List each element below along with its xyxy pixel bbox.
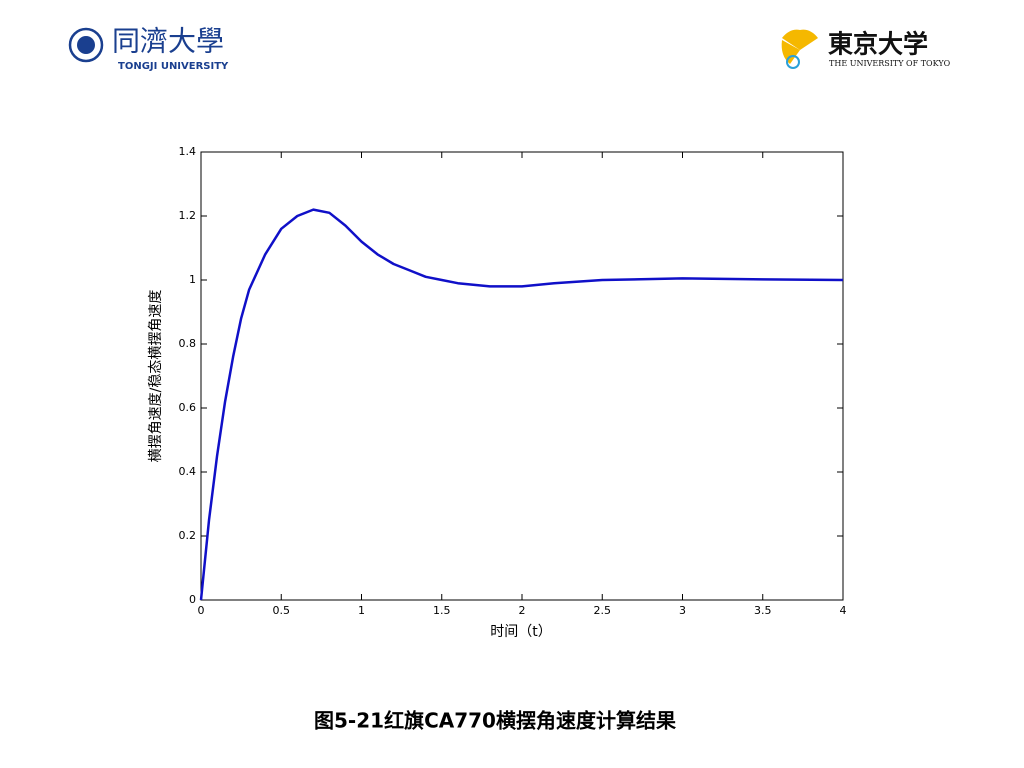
x-tick-label: 3.5 bbox=[754, 604, 772, 617]
x-tick-label: 4 bbox=[840, 604, 847, 617]
line-series bbox=[199, 208, 844, 601]
y-tick-label: 0.8 bbox=[179, 337, 197, 350]
seal-core bbox=[77, 36, 95, 54]
x-tick-label: 2.5 bbox=[594, 604, 612, 617]
tongji-name: 同濟大學 bbox=[112, 25, 224, 58]
x-tick-label: 0 bbox=[198, 604, 205, 617]
x-tick-label: 0.5 bbox=[273, 604, 291, 617]
x-tick-label: 1.5 bbox=[433, 604, 451, 617]
ginkgo-ring bbox=[786, 55, 800, 69]
tongji-logo: 同濟大學 TONGJI UNIVERSITY bbox=[68, 25, 229, 72]
x-tick-label: 3 bbox=[679, 604, 686, 617]
y-tick-label: 1.2 bbox=[179, 209, 197, 222]
tongji-sub: TONGJI UNIVERSITY bbox=[118, 61, 229, 72]
ginkgo bbox=[781, 40, 800, 64]
x-tick-label: 1 bbox=[358, 604, 365, 617]
y-tick-label: 0.6 bbox=[179, 401, 197, 414]
y-tick-label: 0.2 bbox=[179, 529, 197, 542]
y-axis-label: 横摆角速度/稳态横摆角速度 bbox=[148, 290, 164, 463]
x-axis-label: 时间（t） bbox=[490, 624, 552, 640]
tokyo-logo: 東京大学 THE UNIVERSITY OF TOKYO bbox=[781, 29, 951, 69]
y-tick-label: 1.4 bbox=[179, 145, 197, 158]
y-tick-label: 0 bbox=[189, 593, 196, 606]
y-tick-label: 0.4 bbox=[179, 465, 197, 478]
ginkgo bbox=[782, 29, 818, 50]
y-tick-label: 1 bbox=[189, 273, 196, 286]
x-tick-label: 2 bbox=[519, 604, 526, 617]
tokyo-sub: THE UNIVERSITY OF TOKYO bbox=[829, 59, 951, 68]
caption: 图5-21红旗CA770横摆角速度计算结果 bbox=[314, 709, 676, 733]
tokyo-name: 東京大学 bbox=[828, 30, 928, 59]
